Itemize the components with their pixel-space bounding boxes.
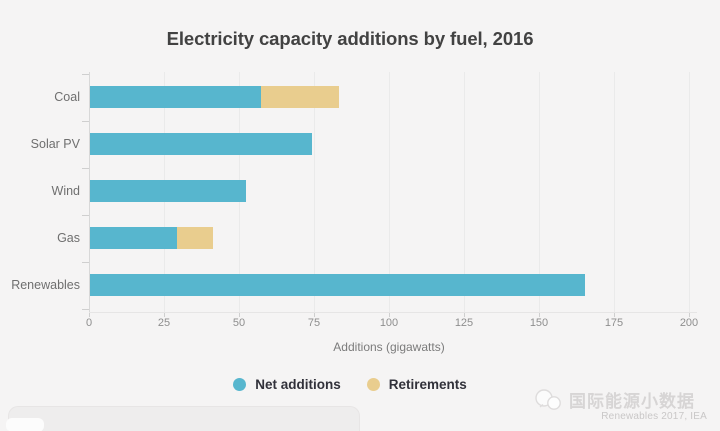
category-label-coal: Coal	[54, 90, 80, 104]
category-label-wind: Wind	[51, 184, 80, 198]
chart-title: Electricity capacity additions by fuel, …	[166, 28, 534, 49]
next-card-edge[interactable]	[6, 406, 360, 431]
x-tick-label-100: 100	[379, 317, 399, 329]
y-axis-tick-3	[82, 214, 89, 216]
y-axis-tick-2	[82, 167, 89, 169]
gridline-x-75	[314, 72, 315, 312]
gridline-x-200	[689, 72, 690, 312]
legend-item-retirements: Retirements	[366, 377, 467, 392]
legend-label-retirements: Retirements	[388, 377, 467, 392]
legend-swatch-retirements-icon	[366, 378, 380, 391]
next-card-thumbnail	[6, 418, 44, 431]
x-axis-tick-150	[539, 312, 540, 317]
legend: Net additions Retirements	[0, 376, 700, 393]
x-tick-label-175: 175	[604, 317, 624, 329]
legend-item-net-additions: Net additions	[233, 377, 341, 392]
gridline-x-125	[464, 72, 465, 312]
bar-retirements-gas	[177, 227, 213, 249]
x-tick-label-25: 25	[157, 317, 171, 329]
watermark-account-name: 国际能源小数据	[569, 392, 695, 411]
category-label-gas: Gas	[57, 231, 80, 245]
x-axis-tick-100	[389, 312, 390, 317]
gridline-x-100	[389, 72, 390, 312]
y-axis-tick-1	[82, 120, 89, 122]
bar-net-additions-renewables	[90, 274, 585, 296]
x-tick-label-50: 50	[232, 317, 246, 329]
x-axis-tick-125	[464, 312, 465, 317]
x-tick-label-125: 125	[454, 317, 474, 329]
y-axis-tick-4	[82, 261, 89, 263]
gridline-x-150	[539, 72, 540, 312]
y-axis-tick-0	[82, 73, 89, 75]
source-citation: Renewables 2017, IEA	[601, 411, 707, 422]
x-tick-label-200: 200	[679, 317, 699, 329]
x-axis-title: Additions (gigawatts)	[333, 340, 445, 354]
x-axis-tick-75	[314, 312, 315, 317]
bar-net-additions-gas	[90, 227, 177, 249]
x-tick-label-75: 75	[307, 317, 321, 329]
gridline-x-0	[89, 72, 90, 312]
bar-net-additions-solar-pv	[90, 133, 312, 155]
x-axis-tick-0	[89, 312, 90, 317]
gridline-x-175	[614, 72, 615, 312]
x-tick-label-150: 150	[529, 317, 549, 329]
bar-net-additions-wind	[90, 180, 246, 202]
x-axis-line	[89, 312, 697, 313]
x-axis-tick-175	[614, 312, 615, 317]
x-tick-label-0: 0	[85, 317, 93, 329]
x-axis-tick-25	[164, 312, 165, 317]
legend-label-net-additions: Net additions	[255, 377, 341, 392]
x-axis-tick-200	[689, 312, 690, 317]
category-label-solar-pv: Solar PV	[30, 137, 80, 151]
wechat-bubbles-icon	[535, 388, 561, 410]
category-label-renewables: Renewables	[11, 278, 80, 292]
legend-swatch-net-additions-icon	[233, 378, 247, 391]
bar-retirements-coal	[261, 86, 339, 108]
x-axis-tick-50	[239, 312, 240, 317]
watermark: 国际能源小数据	[533, 387, 695, 412]
bar-net-additions-coal	[90, 86, 261, 108]
y-axis-tick-5	[82, 308, 89, 310]
